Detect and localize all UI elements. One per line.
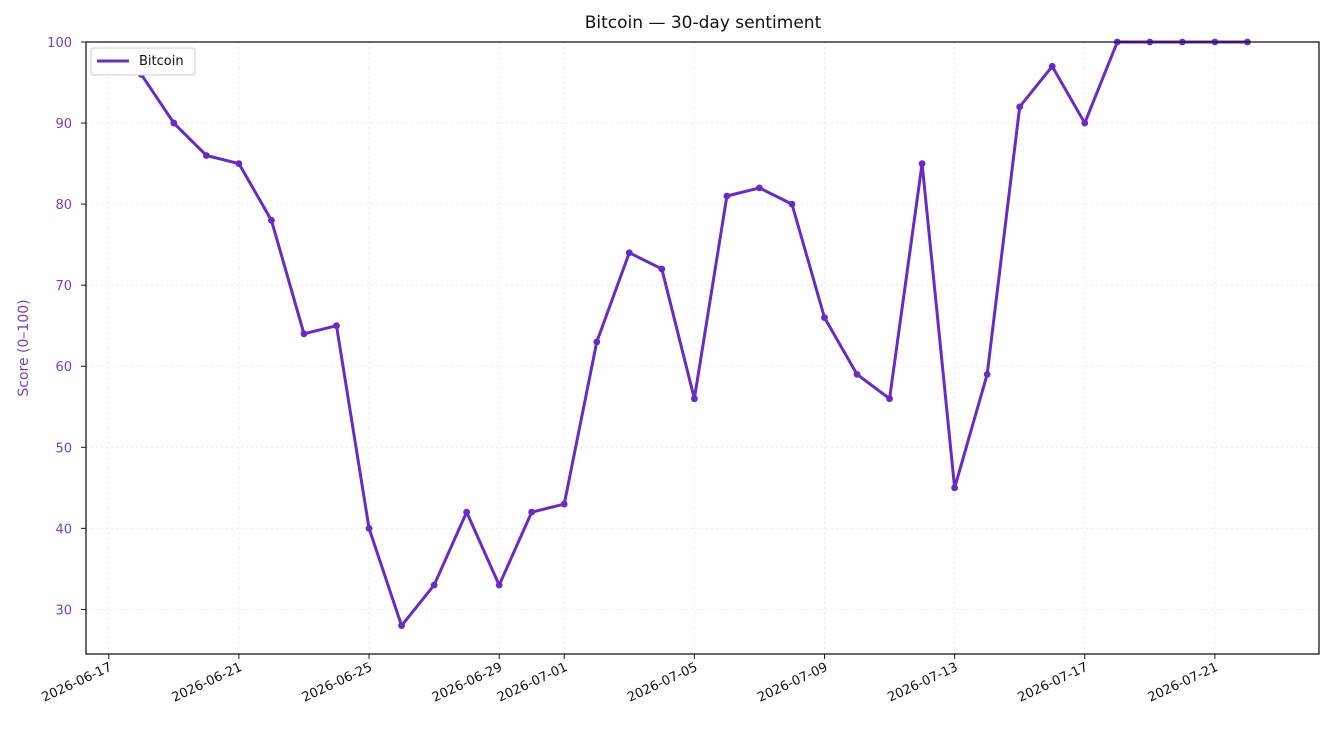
legend-label: Bitcoin <box>139 54 184 69</box>
x-tick-label: 2026-06-17 <box>40 660 115 706</box>
y-tick-label: 90 <box>55 117 72 132</box>
plot-frame <box>85 41 1320 655</box>
data-point <box>723 192 731 200</box>
data-point <box>170 119 178 127</box>
data-point <box>951 484 959 492</box>
data-point <box>333 322 340 330</box>
x-tick-label: 2026-07-21 <box>1146 660 1221 706</box>
data-point <box>853 370 861 378</box>
y-tick-label: 100 <box>47 36 72 51</box>
data-point <box>560 500 568 508</box>
y-tick-label: 80 <box>55 198 72 213</box>
y-tick-label: 60 <box>55 360 72 375</box>
legend: Bitcoin <box>90 47 196 76</box>
data-point <box>268 216 275 224</box>
x-axis-ticks: 2026-06-17 2026-06-21 2026-06-25 2026-06-29… <box>40 654 1221 706</box>
data-point <box>625 249 633 257</box>
series-layer <box>137 38 1251 630</box>
data-point <box>528 508 536 516</box>
y-axis-label: Score (0–100) <box>16 299 32 396</box>
x-tick-label: 2026-07-01 <box>495 660 570 706</box>
data-point <box>983 370 991 378</box>
data-point <box>593 338 601 346</box>
data-point <box>430 581 438 589</box>
data-point <box>365 524 373 532</box>
x-tick-label: 2026-06-21 <box>170 660 245 706</box>
data-point <box>1016 103 1024 111</box>
data-point <box>202 152 210 159</box>
data-point <box>235 160 243 167</box>
x-tick-label: 2026-07-09 <box>755 660 830 706</box>
x-tick-label: 2026-06-29 <box>430 660 505 706</box>
data-point <box>398 622 405 630</box>
data-point <box>918 160 926 167</box>
chart-title: Bitcoin — 30-day sentiment <box>585 13 822 33</box>
data-point <box>658 265 666 273</box>
data-point <box>690 395 698 403</box>
y-axis-ticks: 30 40 50 60 70 80 90 100 <box>47 36 86 618</box>
data-point <box>788 200 796 208</box>
data-point <box>300 330 308 338</box>
data-point <box>495 581 503 589</box>
x-tick-label: 2026-07-17 <box>1016 660 1091 706</box>
x-tick-label: 2026-07-05 <box>625 660 700 706</box>
y-tick-label: 40 <box>55 522 72 537</box>
data-point <box>463 508 471 516</box>
y-tick-label: 30 <box>55 603 72 618</box>
data-point <box>1048 62 1056 70</box>
data-point <box>886 395 893 403</box>
y-tick-label: 70 <box>55 279 72 294</box>
data-point <box>756 184 763 192</box>
legend-box <box>90 47 196 76</box>
data-point <box>821 314 828 322</box>
data-point <box>1081 119 1089 127</box>
y-tick-label: 50 <box>55 441 72 456</box>
x-tick-label: 2026-06-25 <box>300 660 375 706</box>
x-tick-label: 2026-07-13 <box>885 660 960 706</box>
